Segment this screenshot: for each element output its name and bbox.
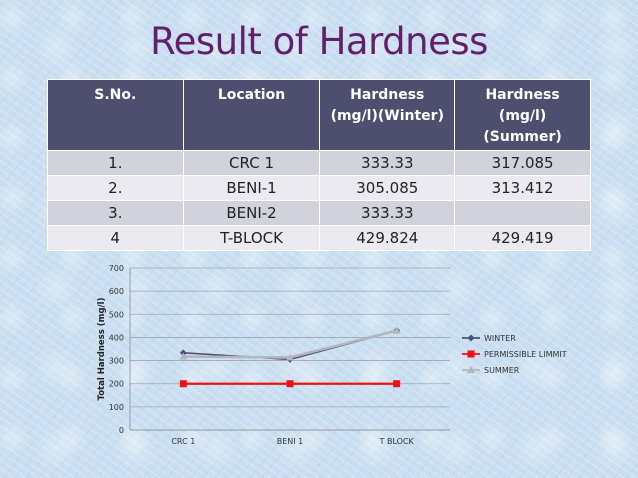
y-tick-label: 400	[109, 333, 124, 342]
data-point	[286, 380, 294, 388]
table-row: 3. BENI-2 333.33	[47, 200, 591, 226]
y-tick-label: 100	[109, 403, 124, 412]
table-cell: 317.085	[454, 150, 591, 176]
table-cell: BENI-1	[182, 175, 321, 201]
hardness-line-chart: 0 100 200 300 400 500 600 700 CRC 1 BENI 1 T BLOCK…	[97, 264, 567, 446]
legend-label: SUMMER	[484, 366, 520, 375]
table-header-cell: S.No.	[47, 79, 184, 151]
legend-marker	[467, 334, 475, 342]
data-point	[179, 380, 187, 388]
legend-label: WINTER	[484, 334, 516, 343]
y-tick-label: 0	[119, 426, 124, 435]
table-header-text: (mg/l)	[498, 108, 547, 124]
table-cell: 2.	[47, 175, 184, 201]
table-header-text: (mg/l)(Winter)	[330, 108, 444, 124]
table-header-cell: Hardness (mg/l)(Winter)	[319, 79, 456, 151]
series-line-summer	[183, 329, 397, 359]
table-cell: 4	[47, 225, 184, 251]
table-header-text: S.No.	[94, 87, 137, 103]
hardness-table: S.No. Location Hardness (mg/l)(Winter) Hardn…	[47, 79, 591, 251]
data-point	[393, 380, 401, 388]
table-header-cell: Location	[182, 79, 321, 151]
table-header-cell: Hardness (mg/l) (Summer)	[454, 79, 591, 151]
y-axis-title: Total Hardness (mg/l)	[97, 297, 107, 400]
y-tick-label: 200	[109, 380, 124, 389]
y-tick-label: 300	[109, 357, 124, 366]
table-header-text: Hardness	[350, 87, 425, 103]
table-row: 4 T-BLOCK 429.824 429.419	[47, 225, 591, 251]
table-header-text: Location	[217, 87, 286, 103]
slide-title: Result of Hardness	[150, 20, 488, 63]
table-cell: 313.412	[454, 175, 591, 201]
table-cell: 305.085	[319, 175, 456, 201]
table-cell: CRC 1	[182, 150, 321, 176]
table-cell: 429.824	[319, 225, 456, 251]
legend-marker	[467, 366, 475, 373]
table-cell: 333.33	[319, 200, 456, 226]
table-header-text: Hardness	[485, 87, 560, 103]
table-row: 1. CRC 1 333.33 317.085	[47, 150, 591, 176]
table-cell: 3.	[47, 200, 184, 226]
legend-label: PERMISSIBLE LIMMIT	[484, 350, 567, 359]
table-cell: BENI-2	[182, 200, 321, 226]
data-point	[179, 352, 188, 360]
table-cell: 429.419	[454, 225, 591, 251]
table-row: 2. BENI-1 305.085 313.412	[47, 175, 591, 201]
y-tick-label: 700	[109, 264, 124, 273]
data-point	[286, 353, 294, 361]
data-point	[392, 326, 401, 334]
x-tick-label: BENI 1	[277, 437, 304, 446]
y-tick-label: 500	[109, 310, 124, 319]
table-cell: 333.33	[319, 150, 456, 176]
table-header-text: (Summer)	[483, 129, 562, 145]
x-tick-label: T BLOCK	[379, 437, 415, 446]
legend-marker	[467, 350, 475, 358]
y-tick-label: 600	[109, 287, 124, 296]
table-cell: 1.	[47, 150, 184, 176]
x-tick-label: CRC 1	[171, 437, 195, 446]
table-cell: T-BLOCK	[182, 225, 321, 251]
table-cell	[454, 200, 591, 226]
table-header-row: S.No. Location Hardness (mg/l)(Winter) Hardn…	[47, 79, 591, 151]
